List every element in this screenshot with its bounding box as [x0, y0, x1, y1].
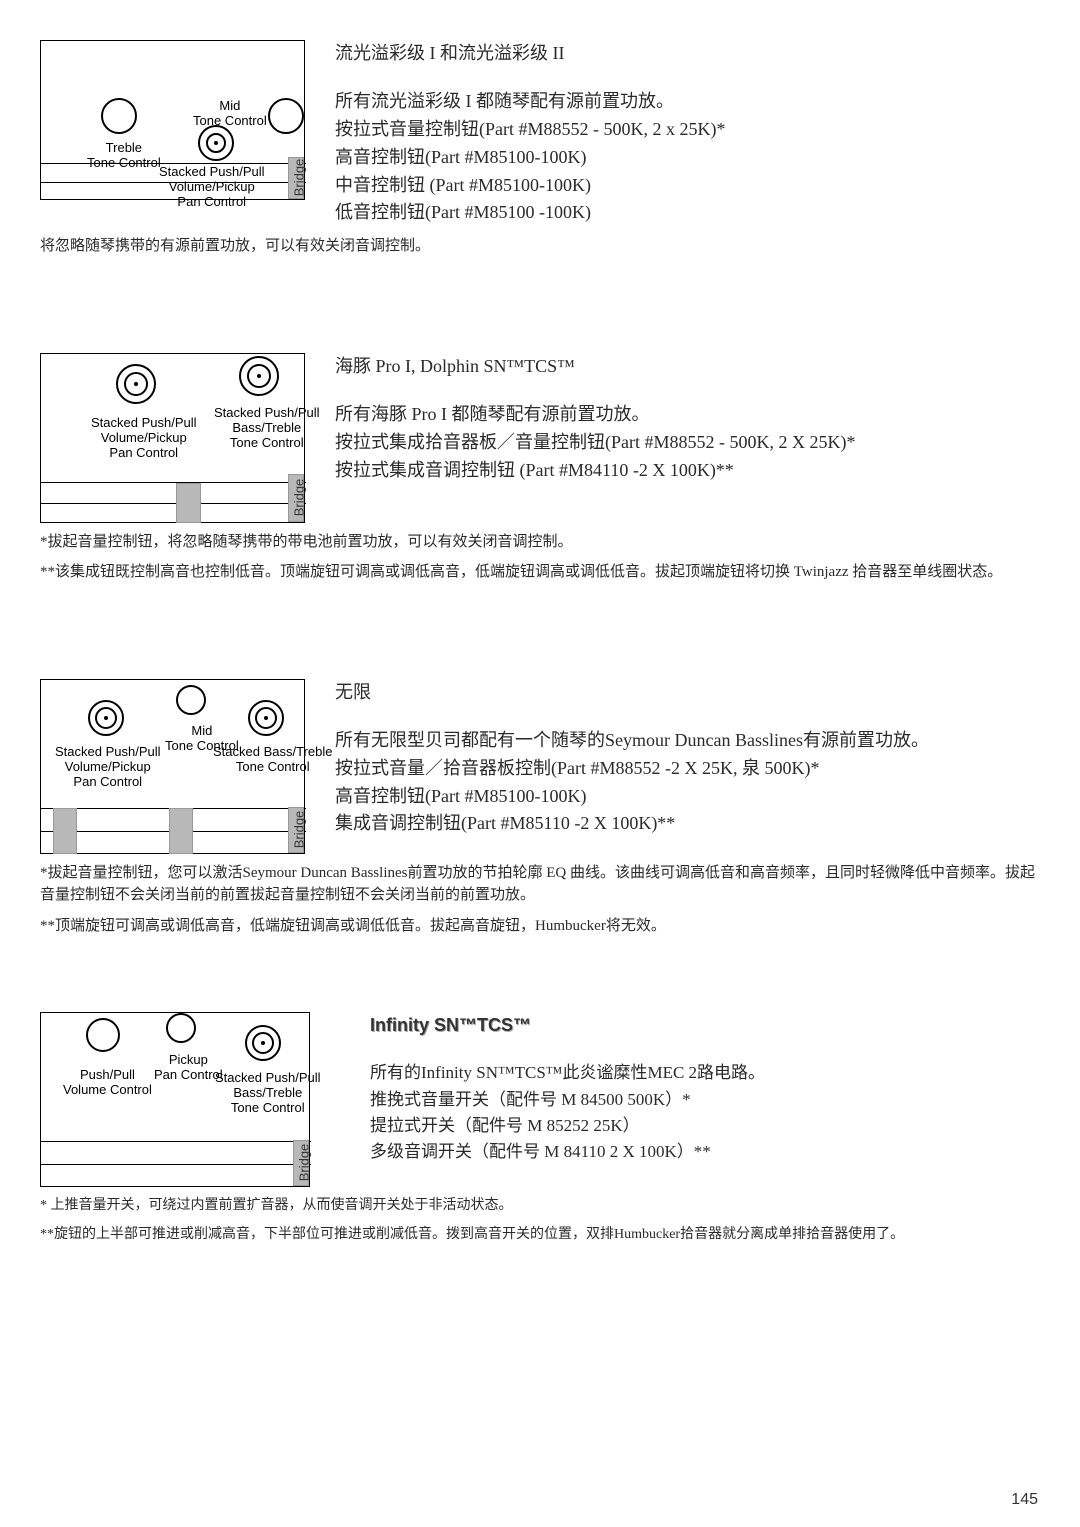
- section-2: Bridge Stacked Push/PullVolume/PickupPan …: [40, 353, 1040, 584]
- knob-label: Stacked Push/PullBass/TrebleTone Control: [214, 406, 320, 451]
- knob: [198, 125, 234, 161]
- knob: [101, 98, 137, 134]
- footnote: *拔起音量控制钮，您可以激活Seymour Duncan Basslines前置…: [40, 862, 1040, 907]
- bridge-label: Bridge: [291, 479, 306, 517]
- knob: [88, 700, 124, 736]
- page-number: 145: [1011, 1491, 1038, 1509]
- diagram-streamer: BridgeTrebleTone ControlMidTone ControlS…: [40, 40, 305, 200]
- line: 高音控制钮(Part #M85100-100K): [335, 144, 1040, 172]
- line: 中音控制钮 (Part #M85100-100K): [335, 172, 1040, 200]
- line: 提拉式开关（配件号 M 85252 25K）: [370, 1113, 1040, 1139]
- section-1: Bridge TrebleTone Control MidTone Control S…: [40, 40, 1040, 258]
- text-infinity: 无限 所有无限型贝司都配有一个随琴的Seymour Duncan Basslin…: [335, 679, 1040, 838]
- knob: [245, 1025, 281, 1061]
- bridge-label: Bridge: [296, 1144, 311, 1182]
- heading-2: 海豚 Pro I, Dolphin SN™TCS™: [335, 353, 1040, 381]
- knob: [268, 98, 304, 134]
- footnote: *拔起音量控制钮，将忽略随琴携带的带电池前置功放，可以有效关闭音调控制。: [40, 531, 1040, 554]
- line: 按拉式集成拾音器板／音量控制钮(Part #M88552 - 500K, 2 X…: [335, 429, 1040, 457]
- knob: [239, 356, 279, 396]
- line: 多级音调开关（配件号 M 84110 2 X 100K）**: [370, 1139, 1040, 1165]
- line: 所有海豚 Pro I 都随琴配有源前置功放。: [335, 401, 1040, 429]
- pickup: [176, 483, 201, 523]
- line: 所有流光溢彩级 I 都随琴配有源前置功放。: [335, 88, 1040, 116]
- diagram-infinity-sn: Bridge Push/PullVolume ControlPickupPan C…: [40, 1012, 310, 1187]
- heading-3: 无限: [335, 679, 1040, 707]
- diagram-dolphin: Bridge Stacked Push/PullVolume/PickupPan …: [40, 353, 305, 523]
- line: 按拉式音量控制钮(Part #M88552 - 500K, 2 x 25K)*: [335, 116, 1040, 144]
- footnote: **顶端旋钮可调高或调低高音，低端旋钮调高或调低低音。拔起高音旋钮，Humbuc…: [40, 915, 1040, 938]
- bridge-label: Bridge: [291, 811, 306, 849]
- bridge-label: Bridge: [291, 159, 306, 197]
- knob-label: Stacked Push/PullBass/TrebleTone Control: [215, 1071, 321, 1116]
- knob-label: TrebleTone Control: [87, 141, 161, 171]
- knob-label: PickupPan Control: [154, 1053, 223, 1083]
- knob-label: MidTone Control: [193, 99, 267, 129]
- text-dolphin: 海豚 Pro I, Dolphin SN™TCS™ 所有海豚 Pro I 都随琴…: [335, 353, 1040, 485]
- footnote: **旋钮的上半部可推进或削减高音，下半部位可推进或削减低音。拨到高音开关的位置，…: [40, 1224, 1040, 1245]
- line: 高音控制钮(Part #M85100-100K): [335, 783, 1040, 811]
- knob-label: Stacked Push/PullVolume/PickupPan Contro…: [91, 416, 197, 461]
- line: 所有无限型贝司都配有一个随琴的Seymour Duncan Basslines有…: [335, 727, 1040, 755]
- line: 所有的Infinity SN™TCS™此炎谧糜性MEC 2路电路。: [370, 1060, 1040, 1086]
- section-3: Bridge Stacked Push/PullVolume/PickupPan …: [40, 679, 1040, 938]
- knob-label: Stacked Push/PullVolume/PickupPan Contro…: [159, 165, 265, 210]
- knob: [86, 1018, 120, 1052]
- footnote: * 上推音量开关，可绕过内置前置扩音器，从而使音调开关处于非活动状态。: [40, 1195, 1040, 1216]
- line: 按拉式音量／拾音器板控制(Part #M88552 -2 X 25K, 泉 50…: [335, 755, 1040, 783]
- line: 按拉式集成音调控制钮 (Part #M84110 -2 X 100K)**: [335, 457, 1040, 485]
- diagram-infinity: Bridge Stacked Push/PullVolume/PickupPan …: [40, 679, 305, 854]
- heading-4: Infinity SN™TCS™: [370, 1012, 1040, 1040]
- knob-label: Push/PullVolume Control: [63, 1068, 152, 1098]
- line: 集成音调控制钮(Part #M85110 -2 X 100K)**: [335, 810, 1040, 838]
- line: 低音控制钮(Part #M85100 -100K): [335, 199, 1040, 227]
- section-4: Bridge Push/PullVolume ControlPickupPan C…: [40, 1012, 1040, 1245]
- pickup: [53, 808, 77, 854]
- knob-label: Stacked Push/PullVolume/PickupPan Contro…: [55, 745, 161, 790]
- line: 推挽式音量开关（配件号 M 84500 500K）*: [370, 1087, 1040, 1113]
- knob-label: Stacked Bass/TrebleTone Control: [213, 745, 332, 775]
- footnote: 将忽略随琴携带的有源前置功放，可以有效关闭音调控制。: [40, 235, 1040, 258]
- knob: [176, 685, 206, 715]
- text-streamer: 流光溢彩级 I 和流光溢彩级 II 所有流光溢彩级 I 都随琴配有源前置功放。 …: [335, 40, 1040, 227]
- footnote: **该集成钮既控制高音也控制低音。顶端旋钮可调高或调低高音，低端旋钮调高或调低低…: [40, 561, 1040, 584]
- text-infinity-sn: Infinity SN™TCS™ 所有的Infinity SN™TCS™此炎谧糜…: [340, 1012, 1040, 1165]
- pickup: [169, 808, 193, 854]
- knob: [248, 700, 284, 736]
- heading-1: 流光溢彩级 I 和流光溢彩级 II: [335, 40, 1040, 68]
- knob: [166, 1013, 196, 1043]
- knob: [116, 364, 156, 404]
